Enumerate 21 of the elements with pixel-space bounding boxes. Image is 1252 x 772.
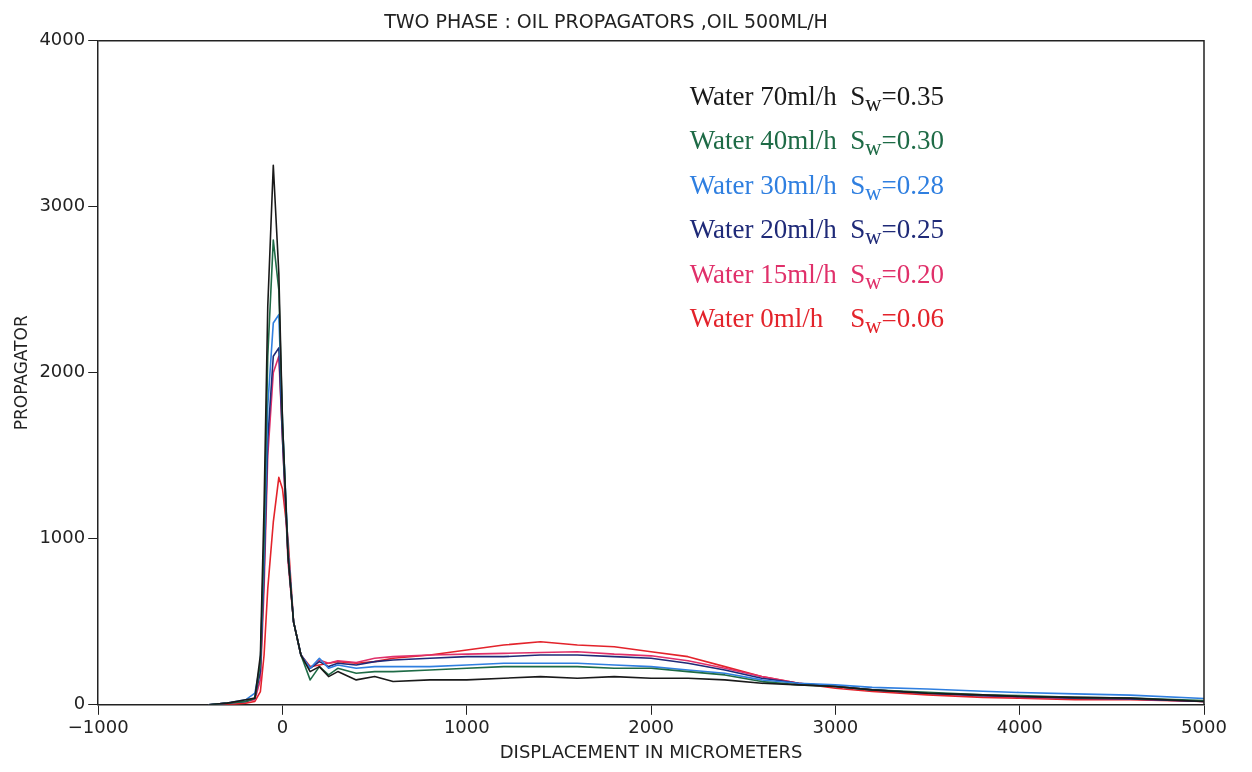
y-tick-label: 2000 [39,360,86,382]
y-tick-label: 1000 [39,526,86,548]
x-tick-label: 4000 [996,716,1043,738]
chart-title: TWO PHASE : OIL PROPAGATORS ,OIL 500ML/H [383,10,828,33]
text: Water 15ml/h S$_{w}$=0.20 [689,257,944,296]
x-tick-label: 5000 [1181,716,1227,738]
x-tick-label: 2000 [628,716,675,738]
y-tick-label: 3000 [39,194,86,216]
x-tick-label: 1000 [443,716,490,738]
x-tick-label: 0 [276,716,289,738]
text: Water 40ml/h S$_{w}$=0.30 [689,124,944,163]
y-tick-label: 0 [73,692,86,714]
x-tick-label: 3000 [812,716,859,738]
y-axis-title: PROPAGATOR [10,315,31,431]
text: Water 70ml/h S$_{w}$=0.35 [689,80,944,119]
text: Water 20ml/h S$_{w}$=0.25 [689,213,944,252]
y-tick-label: 4000 [39,28,86,50]
x-tick-label: −1000 [67,716,129,738]
x-axis-title: DISPLACEMENT IN MICROMETERS [499,740,803,762]
text: Water 30ml/h S$_{w}$=0.28 [689,168,944,208]
text: Water 0ml/h S$_{w}$=0.06 [689,301,944,341]
